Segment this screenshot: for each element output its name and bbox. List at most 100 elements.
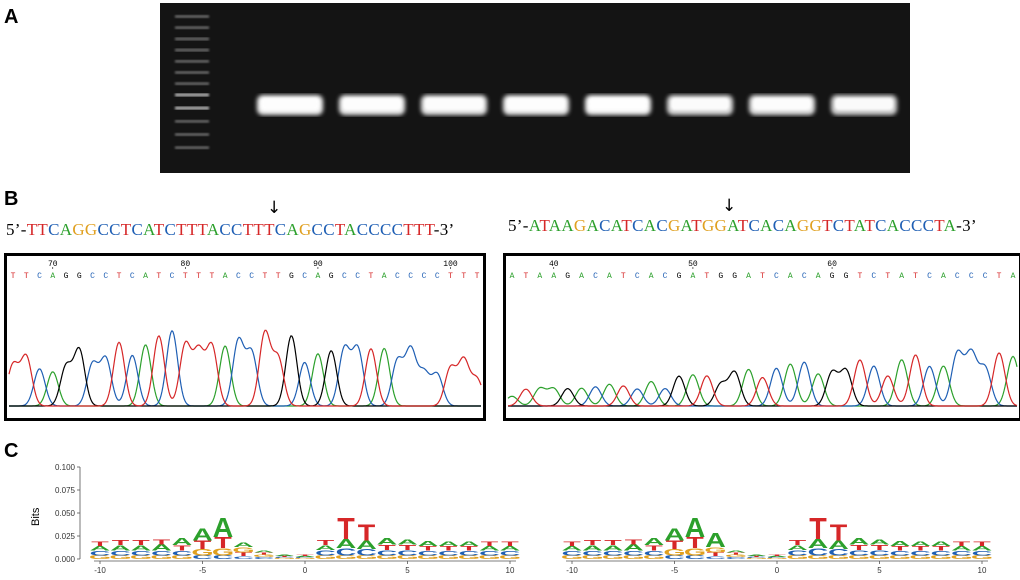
logo-letter-G: G <box>355 555 377 561</box>
logo-letter-G: G <box>109 555 131 561</box>
logo-letter: G <box>273 558 295 559</box>
logo-letter-A: A <box>623 543 644 553</box>
trace-base-label: T <box>24 272 29 281</box>
logo-letter: C <box>459 550 480 557</box>
trace-base-label: C <box>90 272 95 281</box>
logo-letter: C <box>726 557 747 560</box>
logo-letter: G <box>89 555 111 561</box>
panel-label-b: B <box>4 188 19 210</box>
logo-letter: C <box>705 556 726 560</box>
logo-letter: T <box>214 534 231 551</box>
logo-letter: C <box>623 550 644 557</box>
logo-letter: A <box>582 544 603 552</box>
logo-letter-G: G <box>786 555 808 561</box>
logo-letter: T <box>932 545 950 552</box>
logo-letter-A: A <box>418 540 439 548</box>
logo-letter-C: C <box>254 557 275 560</box>
logo-letter-C: C <box>192 555 213 561</box>
logo-letter-C: C <box>767 557 788 558</box>
logo-letter-T: T <box>707 552 725 558</box>
logo-letter: G <box>253 554 275 558</box>
logo-letter-A: A <box>746 555 767 556</box>
sequence-logo-chart: 0.000 0.025 0.050 0.075 0.100 start -10 -5 0 5 10 G… <box>55 455 993 575</box>
chromatogram-right-svg: A T A A G A C A T C A C G A T G G A T C A C A G G T C T A T C A C C C T A40 5… <box>507 260 1018 407</box>
logo-letter: G <box>971 555 993 561</box>
base-22: C <box>274 220 287 239</box>
logo-letter: C <box>582 550 603 557</box>
chromatogram-left: T T C A G G C C T C A T C T T T A C C T T G C A G C C T A C C C C T T T 70 80… <box>4 253 486 421</box>
sequence-right: 5’-ATAAGACATCACGATGGATCACAGGTCTATCACCCTA… <box>508 216 977 236</box>
logo-letter-C: C <box>808 546 829 557</box>
logo-letter-G: G <box>191 548 213 558</box>
trace-base-label: C <box>355 272 360 281</box>
ladder-band <box>175 82 209 86</box>
logo-letter: G <box>458 555 480 561</box>
trace-base-label: T <box>461 272 466 281</box>
logo-letter: A <box>910 541 931 548</box>
logo-letter: G <box>827 555 849 561</box>
logo-letter-T: T <box>112 539 130 547</box>
ladder-band <box>175 48 209 52</box>
base-1: T <box>539 216 549 235</box>
seq-left-suffix: -3’ <box>433 220 455 239</box>
logo-letter: G <box>848 555 870 561</box>
logo-letter-G: G <box>704 546 726 554</box>
base-0: T <box>26 220 38 239</box>
logo-letter: C <box>151 550 172 557</box>
logo-letter: A <box>705 529 726 552</box>
logo-letter: T <box>358 519 376 546</box>
ladder-band <box>175 106 209 110</box>
logo-letter: T <box>378 543 396 551</box>
trace-base-label: C <box>774 272 779 281</box>
logo-x-tick-label: 0 <box>775 566 780 575</box>
logo-letter-A: A <box>664 525 685 545</box>
logo-letter-C: C <box>315 549 336 557</box>
logo-letter: C <box>438 550 459 557</box>
logo-letter-G: G <box>950 555 972 561</box>
gel-band-core <box>425 98 483 110</box>
trace-base-label: C <box>249 272 254 281</box>
trace-base-label: A <box>316 272 321 281</box>
logo-x-tick-label: 5 <box>877 566 882 575</box>
logo-letter-G: G <box>766 558 788 559</box>
logo-letter: A <box>233 542 254 549</box>
logo-letter: A <box>849 537 870 547</box>
trace-position-tick: 90 <box>313 260 323 269</box>
logo-letter: G <box>130 555 152 561</box>
logo-letter-C: C <box>418 550 439 557</box>
base-21: C <box>772 216 785 235</box>
logo-letter-G: G <box>376 555 398 561</box>
logo-letter-C: C <box>890 550 911 557</box>
base-19: T <box>242 220 254 239</box>
logo-letter-A: A <box>685 512 706 544</box>
logo-letter-C: C <box>664 555 685 561</box>
logo-letter-A: A <box>377 537 398 547</box>
base-10: A <box>143 220 154 239</box>
logo-letter-A: A <box>726 550 747 553</box>
logo-letter: C <box>849 549 870 557</box>
logo-letter-G: G <box>232 546 254 554</box>
logo-letter: T <box>830 519 848 546</box>
base-2: C <box>48 220 60 239</box>
logo-letter-G: G <box>478 555 500 561</box>
logo-letter: C <box>685 555 706 561</box>
logo-letter-A: A <box>295 556 316 557</box>
gel-band-core <box>343 98 401 110</box>
base-4: G <box>72 220 85 239</box>
logo-letter-T: T <box>276 556 294 557</box>
logo-letter: C <box>787 549 808 557</box>
logo-letter: G <box>561 555 583 561</box>
trace-base-label: T <box>369 272 374 281</box>
logo-letter: G <box>581 555 603 561</box>
trace-base-label: C <box>170 272 175 281</box>
logo-letter-C: C <box>479 550 500 557</box>
logo-letter: T <box>727 552 745 555</box>
logo-x-tick-label: 0 <box>303 566 308 575</box>
logo-letter-A: A <box>787 544 808 551</box>
logo-letter-G: G <box>130 555 152 561</box>
logo-y-tick-label: 0.100 <box>55 463 76 472</box>
logo-letter-A: A <box>274 555 295 556</box>
logo-letter-T: T <box>645 544 663 552</box>
logo-letter-G: G <box>848 555 870 561</box>
trace-base-label: C <box>635 272 640 281</box>
